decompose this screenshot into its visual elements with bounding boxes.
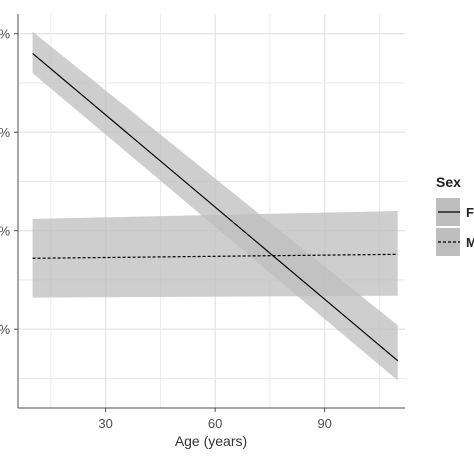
x-tick-label: 90 xyxy=(317,416,331,431)
x-tick-label: 30 xyxy=(98,416,112,431)
x-tick-label: 60 xyxy=(208,416,222,431)
legend-title: Sex xyxy=(436,174,461,190)
y-tick-label: % xyxy=(0,224,10,239)
legend: Sex F M xyxy=(436,174,474,256)
y-tick-label: % xyxy=(0,27,10,42)
y-tick-label: % xyxy=(0,125,10,140)
x-axis-title: Age (years) xyxy=(175,433,247,449)
legend-label-f: F xyxy=(466,205,474,220)
confidence-band-m xyxy=(32,211,398,298)
series-lines xyxy=(32,52,399,362)
confidence-bands xyxy=(32,31,398,381)
series-line-m xyxy=(32,253,398,259)
y-tick-label: % xyxy=(0,322,10,337)
legend-label-m: M xyxy=(466,235,474,250)
axes: 30 60 90%%%% xyxy=(0,14,405,431)
series-line-f xyxy=(32,52,399,362)
